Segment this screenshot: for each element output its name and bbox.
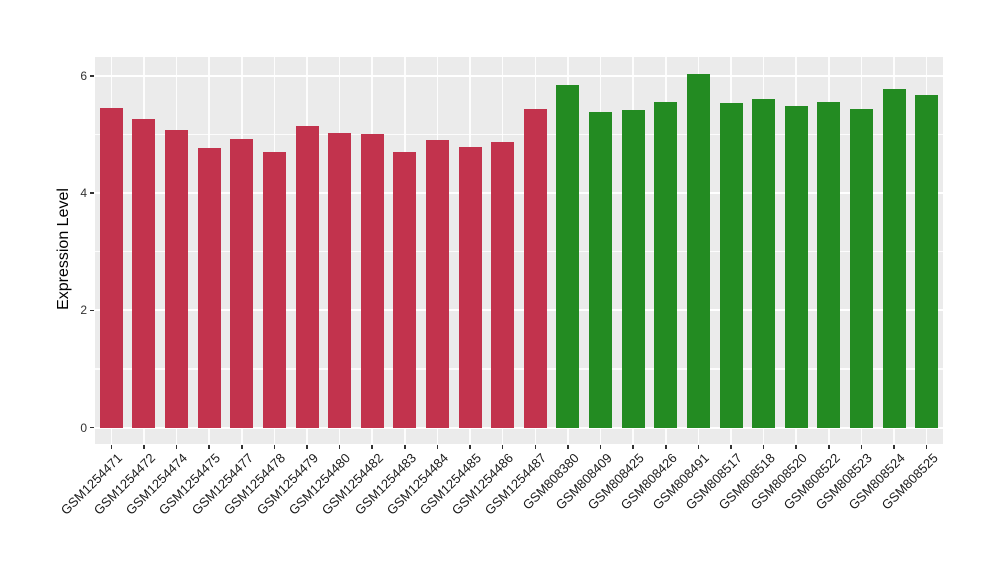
- bar: [817, 102, 841, 428]
- x-tick-mark: [664, 445, 667, 449]
- plot-panel: [95, 57, 943, 444]
- x-tick-mark: [273, 445, 276, 449]
- x-tick-mark: [371, 445, 374, 449]
- x-tick-mark: [632, 445, 634, 449]
- bar: [654, 102, 678, 428]
- bar: [752, 98, 776, 428]
- x-tick-mark: [567, 445, 569, 449]
- y-tick-label: 2: [80, 303, 87, 318]
- bar: [458, 147, 482, 428]
- x-tick-mark: [469, 445, 471, 449]
- bar: [165, 130, 189, 428]
- x-tick-mark: [338, 445, 341, 449]
- x-tick-mark: [860, 445, 863, 449]
- minor-gridline: [95, 368, 943, 370]
- bar: [882, 88, 906, 428]
- x-tick-mark: [599, 445, 602, 449]
- bar: [621, 110, 645, 428]
- x-tick-mark: [306, 445, 308, 449]
- y-tick-mark: [90, 192, 94, 194]
- major-gridline: [95, 426, 943, 429]
- x-tick-mark: [501, 445, 504, 449]
- bar: [360, 134, 384, 428]
- bar: [556, 84, 580, 428]
- bar: [393, 151, 417, 428]
- bar: [589, 112, 613, 428]
- y-tick-label: 0: [80, 420, 87, 435]
- bar: [719, 102, 743, 428]
- bar: [295, 125, 319, 428]
- bar: [849, 108, 873, 428]
- bar: [425, 139, 449, 428]
- x-tick-mark: [828, 445, 830, 449]
- minor-gridline: [95, 251, 943, 253]
- bar: [99, 108, 123, 428]
- x-tick-mark: [925, 445, 928, 449]
- y-tick-mark: [90, 426, 94, 429]
- y-tick-mark: [90, 74, 94, 77]
- y-axis-title: Expression Level: [55, 188, 72, 310]
- x-tick-mark: [404, 445, 406, 449]
- x-tick-mark: [436, 445, 439, 449]
- x-tick-mark: [697, 445, 700, 449]
- bar: [132, 119, 156, 428]
- bar: [784, 106, 808, 428]
- x-tick-mark: [240, 445, 243, 449]
- y-tick-mark: [90, 309, 94, 312]
- x-tick-mark: [110, 445, 113, 449]
- bar: [915, 94, 939, 428]
- minor-gridline: [95, 133, 943, 135]
- x-tick-mark: [795, 445, 798, 449]
- x-tick-mark: [893, 445, 895, 449]
- bar: [491, 142, 515, 428]
- bar: [523, 109, 547, 428]
- bar: [328, 132, 352, 428]
- bar: [197, 148, 221, 428]
- y-tick-label: 4: [80, 186, 87, 201]
- major-gridline: [95, 192, 943, 195]
- x-tick-mark: [175, 445, 178, 449]
- x-tick-mark: [143, 445, 145, 449]
- bar: [230, 138, 254, 428]
- x-tick-mark: [534, 445, 537, 449]
- major-gridline: [95, 74, 943, 77]
- x-tick-mark: [208, 445, 210, 449]
- major-gridline: [95, 309, 943, 312]
- x-tick-mark: [762, 445, 765, 449]
- bar: [262, 151, 286, 428]
- x-tick-mark: [730, 445, 732, 449]
- y-tick-label: 6: [80, 68, 87, 83]
- bar: [686, 74, 710, 428]
